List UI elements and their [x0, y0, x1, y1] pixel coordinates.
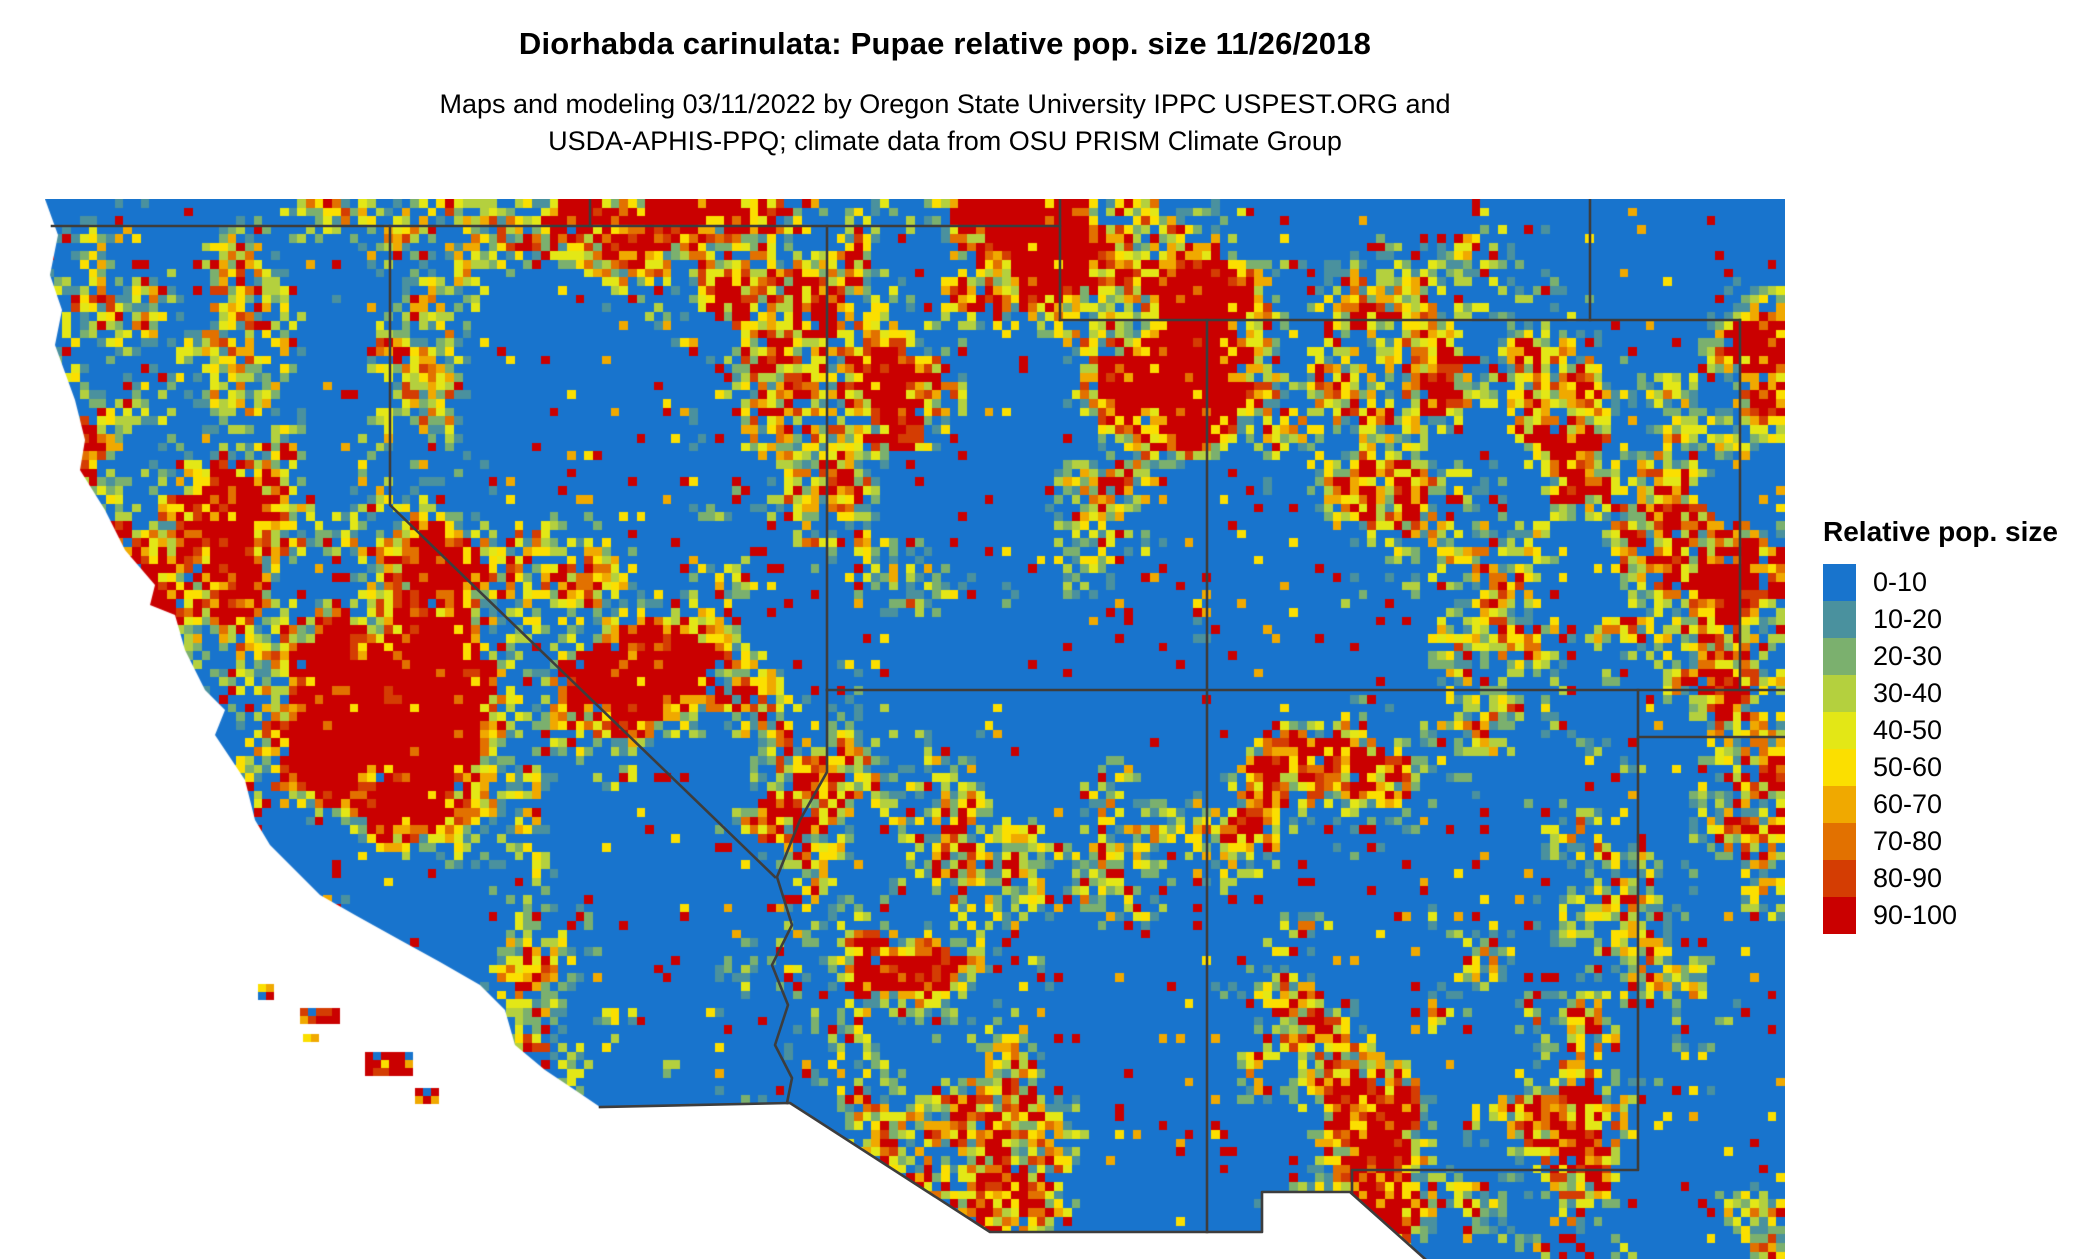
- subtitle-line-2: USDA-APHIS-PPQ; climate data from OSU PR…: [548, 126, 1342, 156]
- legend-swatch: [1823, 786, 1856, 823]
- legend-title: Relative pop. size: [1823, 516, 2058, 547]
- legend-row: 30-40: [1823, 675, 2058, 712]
- legend-label: 30-40: [1873, 678, 1943, 708]
- legend-row: 60-70: [1823, 786, 2058, 823]
- page-title: Diorhabda carinulata: Pupae relative pop…: [518, 26, 1372, 61]
- legend-swatch: [1823, 897, 1856, 934]
- legend-swatch: [1823, 860, 1856, 897]
- legend-label: 60-70: [1873, 789, 1943, 819]
- legend-row: 70-80: [1823, 823, 2058, 860]
- map-subtitle: Maps and modeling 03/11/2022 by Oregon S…: [0, 86, 1890, 160]
- legend-row: 10-20: [1823, 601, 2058, 638]
- legend-swatch: [1823, 823, 1856, 860]
- population-map: [45, 199, 1785, 1259]
- legend-row: 40-50: [1823, 712, 2058, 749]
- legend-label: 90-100: [1873, 900, 1958, 930]
- legend: Relative pop. size 0-10 10-20 20-30 30-40 40…: [1823, 516, 2058, 934]
- legend-row: 50-60: [1823, 749, 2058, 786]
- legend-label: 20-30: [1873, 641, 1943, 671]
- legend-swatch: [1823, 638, 1856, 675]
- population-raster-map: [45, 199, 1785, 1259]
- legend-row: 0-10: [1823, 564, 2058, 601]
- legend-row: 20-30: [1823, 638, 2058, 675]
- legend-row: 80-90: [1823, 860, 2058, 897]
- legend-label: 50-60: [1873, 752, 1943, 782]
- legend-label: 70-80: [1873, 826, 1943, 856]
- legend-label: 40-50: [1873, 715, 1943, 745]
- legend-swatch: [1823, 749, 1856, 786]
- legend-label: 10-20: [1873, 604, 1943, 634]
- subtitle-line-1: Maps and modeling 03/11/2022 by Oregon S…: [439, 89, 1451, 119]
- legend-swatch: [1823, 675, 1856, 712]
- legend-rows: 0-10 10-20 20-30 30-40 40-50 50-60 60-70 70-80 8…: [1823, 564, 2058, 934]
- legend-swatch: [1823, 564, 1856, 601]
- legend-label: 0-10: [1873, 567, 1928, 597]
- legend-row: 90-100: [1823, 897, 2058, 934]
- header: Diorhabda carinulata: Pupae relative pop…: [0, 0, 1890, 160]
- legend-swatch: [1823, 601, 1856, 638]
- legend-label: 80-90: [1873, 863, 1943, 893]
- legend-swatch: [1823, 712, 1856, 749]
